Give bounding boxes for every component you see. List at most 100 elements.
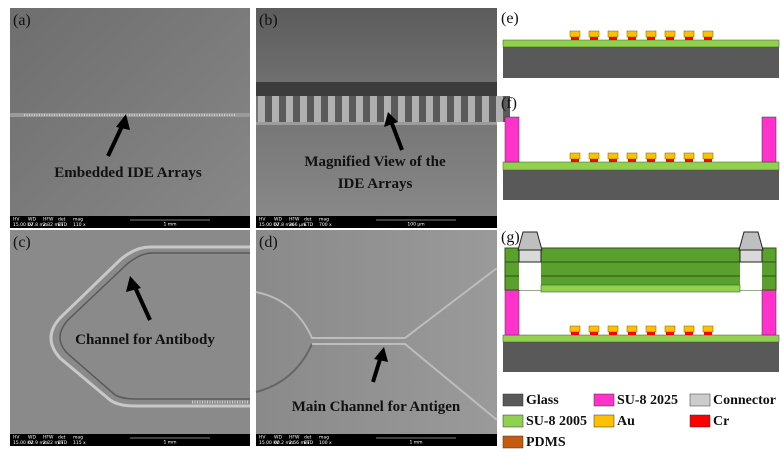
info-text: 115 x: [73, 440, 86, 446]
comb-gap: [405, 96, 412, 122]
comb-finger: [454, 96, 461, 122]
comb-gap: [475, 96, 482, 122]
legend-swatch: [690, 394, 710, 406]
info-text: HFW: [43, 217, 54, 223]
comb-gap: [307, 96, 314, 122]
comb-gap: [279, 96, 286, 122]
cr-electrode: [685, 332, 693, 335]
info-text: ETD: [304, 222, 314, 228]
panel-label: (c): [13, 234, 31, 251]
info-text: HV: [259, 217, 266, 223]
comb-finger: [328, 96, 335, 122]
legend-swatch: [503, 394, 523, 406]
legend-swatch: [503, 415, 523, 427]
comb-finger: [426, 96, 433, 122]
au-electrode: [646, 153, 656, 159]
info-text: 110 x: [73, 222, 86, 228]
comb-gap: [419, 96, 426, 122]
au-electrode: [665, 153, 675, 159]
cr-electrode: [666, 159, 674, 162]
cr-electrode: [647, 37, 655, 40]
scale-label: 1 mm: [163, 222, 176, 228]
info-text: WD: [274, 217, 282, 223]
info-text: HV: [13, 435, 20, 441]
info-text: HFW: [289, 435, 300, 441]
info-text: WD: [274, 435, 282, 441]
au-electrode: [703, 326, 713, 332]
au-electrode: [703, 31, 713, 37]
caption: Magnified View of the: [304, 154, 446, 170]
legend-swatch: [594, 415, 614, 427]
au-electrode: [608, 31, 618, 37]
legend-swatch: [503, 436, 523, 448]
info-text: ETD: [58, 440, 68, 446]
legend-swatch: [690, 415, 710, 427]
cr-electrode: [628, 159, 636, 162]
scale-label: 100 µm: [407, 222, 424, 228]
comb-gap: [377, 96, 384, 122]
au-electrode: [589, 326, 599, 332]
panel-label: (a): [13, 12, 31, 29]
caption: Channel for Antibody: [75, 332, 215, 348]
cr-electrode: [685, 37, 693, 40]
au-electrode: [589, 31, 599, 37]
info-text: HV: [13, 217, 20, 223]
comb-finger: [314, 96, 321, 122]
figure: (a)Embedded IDE ArraysHVWDHFWdetmag15.00…: [0, 0, 780, 452]
info-text: mag: [73, 218, 83, 223]
au-electrode: [627, 153, 637, 159]
schematic-e: [503, 31, 779, 78]
caption: Embedded IDE Arrays: [54, 165, 202, 181]
au-electrode: [608, 326, 618, 332]
legend-label: SU-8 2005: [526, 414, 587, 429]
scale-label: 1 mm: [409, 440, 422, 446]
cr-electrode: [628, 37, 636, 40]
cr-electrode: [590, 37, 598, 40]
panel-label: (b): [259, 12, 278, 29]
au-electrode: [627, 31, 637, 37]
au-electrode: [627, 326, 637, 332]
info-text: det: [58, 217, 66, 223]
legend-swatch: [594, 394, 614, 406]
info-text: 100 x: [319, 440, 332, 446]
cr-electrode: [628, 332, 636, 335]
cr-electrode: [571, 332, 579, 335]
scale-label: 1 mm: [163, 440, 176, 446]
comb-finger: [300, 96, 307, 122]
au-electrode: [570, 31, 580, 37]
info-text: mag: [319, 436, 329, 441]
info-text: ETD: [58, 222, 68, 228]
info-text: mag: [319, 218, 329, 223]
caption: Main Channel for Antigen: [292, 399, 461, 415]
comb-gap: [321, 96, 328, 122]
cr-electrode: [704, 37, 712, 40]
comb-finger: [286, 96, 293, 122]
cr-electrode: [571, 159, 579, 162]
comb-finger: [468, 96, 475, 122]
caption: IDE Arrays: [338, 176, 413, 192]
cr-electrode: [590, 332, 598, 335]
cr-electrode: [590, 159, 598, 162]
schematic-g: [503, 232, 779, 372]
comb-finger: [370, 96, 377, 122]
panel-label: (f): [501, 95, 517, 112]
info-text: ETD: [304, 440, 314, 446]
legend-label: Connector: [713, 393, 776, 408]
panel-label: (g): [501, 229, 520, 246]
cr-electrode: [647, 332, 655, 335]
info-text: mag: [73, 436, 83, 441]
comb-gap: [489, 96, 496, 122]
comb-gap: [265, 96, 272, 122]
au-electrode: [665, 326, 675, 332]
info-text: det: [304, 217, 312, 223]
au-electrode: [684, 153, 694, 159]
au-electrode: [646, 31, 656, 37]
sem-panel-a: [10, 8, 250, 228]
info-text: det: [58, 435, 66, 441]
au-electrode: [570, 326, 580, 332]
sem-panel-b: [256, 8, 510, 228]
comb-finger: [342, 96, 349, 122]
cr-electrode: [666, 37, 674, 40]
cr-electrode: [571, 37, 579, 40]
comb-gap: [335, 96, 342, 122]
